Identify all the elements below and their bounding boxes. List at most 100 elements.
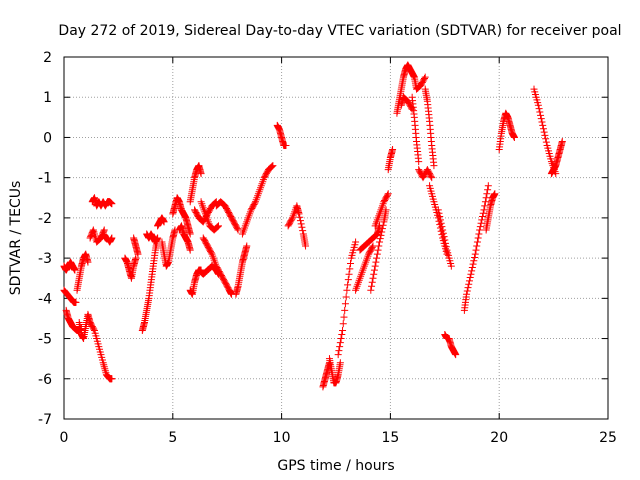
data-point-t36 [389,146,397,154]
data-point-t47 [510,133,518,141]
data-point-t34 [374,246,382,254]
data-point-t28 [298,223,306,231]
data-point-t45 [471,250,479,258]
data-point-t45 [466,274,474,282]
data-point-t45 [467,270,475,278]
y-tick-label: -7 [38,412,52,428]
data-point-t34 [371,262,379,270]
y-tick-label: 0 [43,130,52,146]
y-tick-label: -6 [38,372,52,388]
data-point-t45 [473,238,481,246]
data-point-t43 [435,209,443,217]
data-point-t34 [378,228,386,236]
x-axis-label: GPS time / hours [277,458,394,474]
data-point-t45 [481,198,489,206]
x-tick-labels: 0 5 10 15 20 25 [60,430,617,446]
data-point-t48 [534,101,542,109]
data-point-t21 [214,222,222,230]
data-point-t31 [341,306,349,314]
data-point-t31 [334,351,342,359]
data-point-t23 [207,249,215,257]
data-point-t31 [335,347,343,355]
data-point-t31 [345,270,353,278]
data-point-t43 [439,229,447,237]
data-point-t48 [540,128,548,136]
y-tick-label: 1 [43,90,52,106]
data-point-t06 [108,375,116,383]
data-point-t37 [421,73,429,81]
data-point-t41 [427,172,435,180]
y-tick-label: -2 [38,211,52,227]
data-point-t48 [541,131,549,139]
data-point-t28 [296,213,304,221]
data-point-t34 [373,254,381,262]
data-point-t31 [341,300,349,308]
data-point-t43 [436,213,444,221]
data-point-t45 [465,277,473,285]
data-point-t26 [251,199,259,207]
data-point-t43 [447,262,455,270]
data-point-t21 [214,223,222,231]
data-point-t34 [372,258,380,266]
data-point-t37 [420,74,428,82]
data-point-t31 [336,339,344,347]
data-point-t24 [233,225,241,233]
data-point-t35 [384,190,392,198]
data-point-t34 [373,250,381,258]
data-point-t27 [282,141,290,149]
data-point-t49 [558,137,566,145]
data-point-t31 [340,313,348,321]
data-point-t39 [415,158,423,166]
data-point-t43 [442,239,450,247]
data-point-t28 [296,217,304,225]
data-point-t34 [368,282,376,290]
data-point-t30 [336,359,344,367]
x-tick-label: 0 [60,430,69,446]
data-point-t45 [463,287,471,295]
data-point-t45 [468,263,476,271]
data-point-t41 [428,174,436,182]
data-point-t31 [336,343,344,351]
data-point-t45 [470,257,478,265]
data-point-t43 [439,226,447,234]
data-point-t26 [269,162,277,170]
data-point-t45 [482,194,490,202]
data-point-t26 [268,162,276,170]
data-point-t45 [484,186,492,194]
data-point-t45 [478,216,486,224]
data-point-t43 [440,233,448,241]
data-point-t34 [375,242,383,250]
y-tick-label: -4 [38,291,52,307]
data-point-t31 [347,259,355,267]
data-point-t48 [542,135,550,143]
data-point-t45 [468,267,476,275]
data-point-t28 [297,220,305,228]
data-point-t21 [213,223,221,231]
data-point-t08 [108,200,116,208]
y-tick-label: -1 [38,171,52,187]
data-point-t28 [295,210,303,218]
data-point-t48 [539,121,547,129]
data-point-t45 [464,284,472,292]
data-point-t48 [537,115,545,123]
y-tick-labels: -7 -6 -5 -4 -3 -2 -1 0 1 2 [38,50,52,428]
y-tick-label: -3 [38,251,52,267]
data-point-t45 [476,223,484,231]
data-point-t45 [479,213,487,221]
data-point-t45 [477,219,485,227]
x-tick-label: 25 [599,430,617,446]
data-point-t48 [542,138,550,146]
data-point-t17 [186,246,194,254]
data-point-t34 [379,221,387,229]
data-point-t43 [434,206,442,214]
data-point-t45 [472,246,480,254]
data-point-t31 [346,265,354,273]
data-point-t31 [343,286,351,294]
data-point-t48 [537,111,545,119]
data-point-t45 [479,209,487,217]
data-point-t34 [376,235,384,243]
data-point-t45 [483,190,491,198]
data-point-t34 [367,286,375,294]
